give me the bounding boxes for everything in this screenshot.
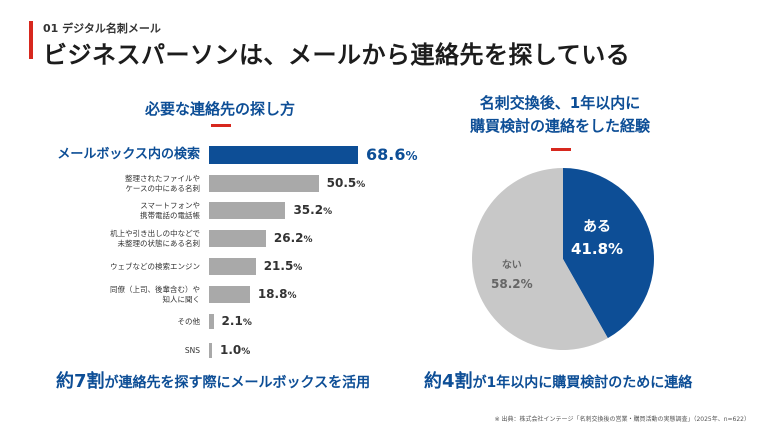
pie-slice-1	[472, 168, 608, 350]
pie-chart-summary: 約4割が1年以内に購買検討のために連絡	[424, 371, 693, 392]
bar-label-5: 同僚（上司、後輩含む）や 知人に聞く	[110, 284, 200, 304]
pie-chart	[471, 167, 655, 351]
bar-value-6: 2.1%	[221, 313, 252, 328]
bar-value-3: 26.2%	[273, 230, 313, 245]
bar-label-0: メールボックス内の検索	[57, 147, 200, 162]
bar-label-7: SNS	[184, 345, 200, 355]
pie-label-yes-name: ある	[583, 219, 612, 235]
bar-6	[209, 314, 214, 329]
bar-label-2: スマートフォンや 携帯電話の電話帳	[140, 200, 200, 220]
pie-chart-title-line2: 購買検討の連絡をした経験	[469, 117, 650, 135]
bar-value-7: 1.0%	[220, 342, 251, 357]
bar-label-3: 机上や引き出しの中などで 未整理の状態にある名刺	[110, 228, 200, 248]
pie-slice-0	[563, 168, 654, 339]
pie-label-no-name: ない	[501, 260, 522, 271]
pie-chart-title-line1: 名刺交換後、1年以内に	[479, 94, 641, 112]
pie-label-no-value: 58.2%	[491, 277, 533, 291]
bar-7	[209, 343, 212, 358]
pie-chart-svg	[472, 168, 654, 350]
bar-chart-title-underline	[211, 124, 231, 127]
source-note: ※ 出典：株式会社インテージ「名刺交換後の営業・購買活動の実態調査」（2025年…	[494, 416, 750, 423]
pie-label-no: ない 58.2%	[491, 257, 533, 293]
pie-chart-title: 名刺交換後、1年以内に 購買検討の連絡をした経験	[440, 92, 680, 138]
bar-label-6: その他	[177, 316, 201, 326]
bar-3	[209, 230, 266, 247]
pie-label-yes: ある 41.8%	[571, 216, 623, 260]
page-title: ビジネスパーソンは、メールから連絡先を探している	[43, 41, 631, 69]
section-kicker: 01 デジタル名刺メール	[43, 22, 161, 35]
bar-chart-summary: 約7割が連絡先を探す際にメールボックスを活用	[56, 371, 371, 392]
bar-value-5: 18.8%	[257, 286, 297, 301]
bar-chart-title: 必要な連絡先の探し方	[144, 100, 295, 118]
bar-value-1: 50.5%	[326, 175, 366, 190]
pie-chart-title-underline	[551, 148, 571, 151]
accent-bar	[29, 21, 33, 59]
bar-value-4: 21.5%	[263, 258, 303, 273]
bar-5	[209, 286, 250, 303]
pie-label-yes-value: 41.8%	[571, 240, 624, 258]
bar-label-4: ウェブなどの検索エンジン	[110, 261, 200, 271]
bar-label-1: 整理されたファイルや ケースの中にある名刺	[125, 173, 200, 193]
bar-2	[209, 202, 286, 219]
bar-value-0: 68.6%	[366, 145, 418, 164]
bar-1	[209, 175, 319, 192]
bar-4	[209, 258, 256, 275]
bar-0	[209, 146, 358, 164]
bar-value-2: 35.2%	[293, 202, 333, 217]
